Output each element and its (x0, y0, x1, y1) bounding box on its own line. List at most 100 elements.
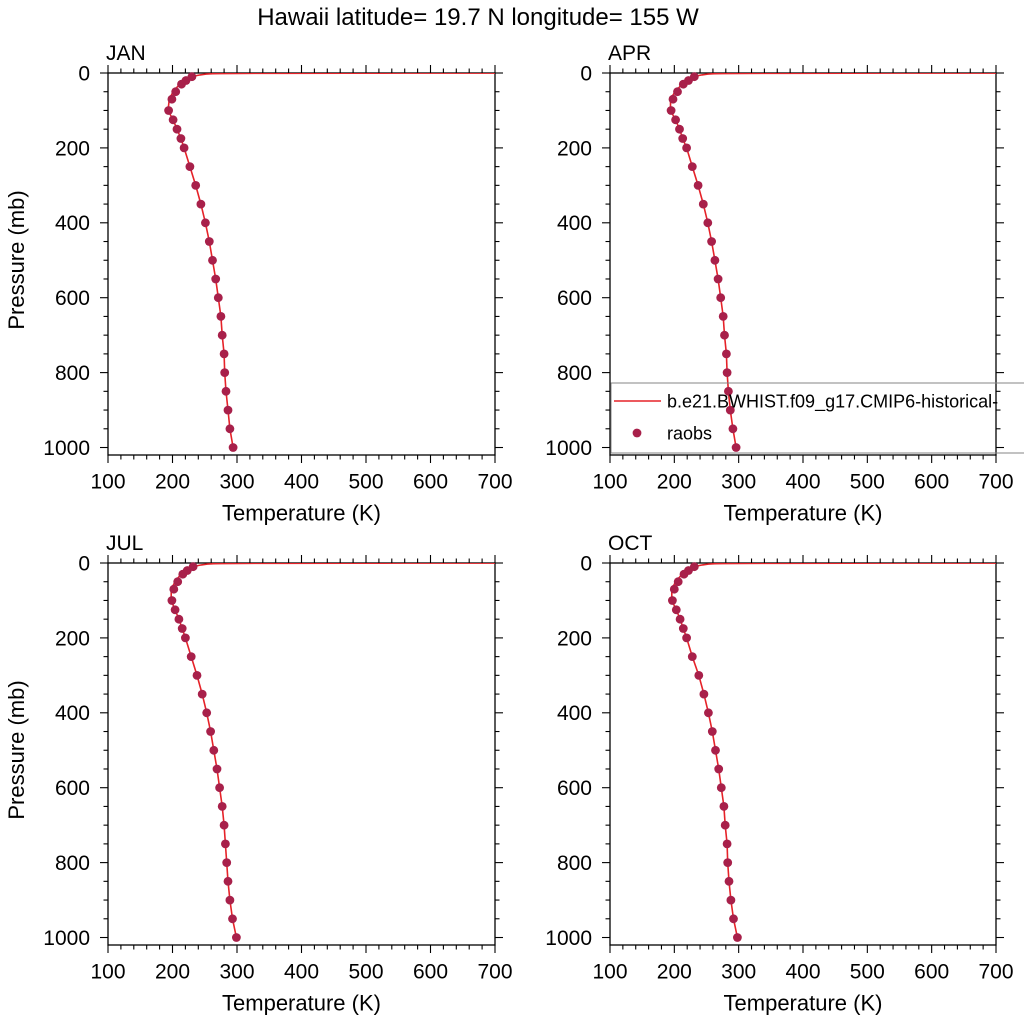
raobs-point (211, 274, 221, 284)
raobs-point (725, 405, 735, 415)
x-tick-label: 200 (155, 470, 190, 493)
x-axis-title: Temperature (K) (724, 991, 883, 1016)
model-line (671, 563, 996, 938)
legend-raobs-marker (632, 428, 642, 438)
raobs-point (722, 839, 732, 849)
raobs-point (673, 87, 682, 97)
raobs-point (710, 255, 720, 265)
panel-APR: 100 200 300 400 500 600 700 0 200 400 600 800 1000 AP… (545, 42, 1024, 526)
y-tick-label: 200 (55, 137, 90, 160)
raobs-point (219, 349, 229, 359)
y-tick-label: 200 (557, 627, 592, 650)
x-tick-label: 500 (348, 960, 383, 983)
y-tick-label: 1000 (43, 927, 90, 950)
raobs-point (201, 218, 210, 228)
raobs-point (232, 933, 241, 942)
raobs-point (208, 255, 217, 265)
y-tick-label: 200 (557, 137, 592, 160)
plot-frame (107, 562, 496, 946)
x-axis-title: Temperature (K) (724, 501, 883, 526)
panel-title: OCT (608, 532, 653, 555)
x-axis-title: Temperature (K) (222, 991, 381, 1016)
raobs-point (215, 783, 225, 793)
x-tick-label: 600 (914, 470, 949, 493)
raobs-point (703, 218, 713, 228)
y-tick-label: 0 (78, 552, 90, 575)
raobs-point (704, 708, 713, 718)
raobs-point (202, 708, 212, 718)
raobs-point (720, 820, 730, 830)
raobs-point (698, 199, 708, 209)
x-axis-title: Temperature (K) (222, 501, 381, 526)
raobs-point (219, 820, 229, 830)
raobs-point (726, 895, 736, 905)
raobs-point (167, 94, 177, 104)
x-tick-label: 400 (785, 960, 820, 983)
raobs-point (177, 79, 186, 89)
raobs-point (675, 614, 685, 624)
raobs-point (724, 876, 734, 886)
raobs-point (186, 652, 196, 661)
raobs-point (172, 124, 182, 134)
x-tick-label: 100 (90, 470, 125, 493)
raobs-point (678, 79, 688, 89)
raobs-point (185, 162, 195, 172)
x-tick-label: 200 (657, 960, 692, 983)
tick-marks (602, 65, 1004, 463)
raobs-point (675, 124, 684, 134)
plot-frame (107, 72, 496, 456)
raobs-point (707, 727, 717, 736)
x-tick-label: 100 (90, 960, 125, 983)
x-tick-label: 100 (592, 960, 627, 983)
tick-marks (100, 65, 503, 463)
raobs-point (687, 652, 697, 661)
raobs-point (694, 671, 704, 680)
raobs-point (217, 802, 227, 811)
raobs-point (722, 349, 731, 359)
y-axis-title: Pressure (mb) (4, 190, 29, 329)
raobs-point (731, 443, 741, 452)
y-tick-label: 600 (557, 777, 592, 800)
raobs-point (679, 569, 689, 579)
raobs-point (171, 87, 181, 97)
chart-title: Hawaii latitude= 19.7 N longitude= 155 W (257, 4, 699, 31)
raobs-point (699, 689, 709, 699)
raobs-point (714, 764, 724, 774)
x-tick-label: 300 (219, 960, 254, 983)
raobs-point (217, 330, 227, 340)
raobs-point (669, 584, 679, 594)
y-tick-label: 0 (580, 62, 592, 85)
raobs-point (181, 633, 190, 643)
raobs-point (177, 624, 187, 633)
panel-JAN: 100 200 300 400 500 600 700 0 200 400 600 800 1000 JA… (4, 42, 513, 526)
raobs-point (724, 386, 733, 396)
y-tick-label: 800 (557, 852, 592, 875)
raobs-point (666, 106, 676, 115)
raobs-point (693, 181, 703, 190)
raobs-point (206, 727, 216, 736)
model-line (170, 563, 495, 938)
x-tick-label: 600 (413, 960, 448, 983)
raobs-point (682, 633, 691, 643)
raobs-point (729, 914, 738, 924)
raobs-point (173, 577, 183, 587)
x-tick-label: 600 (413, 470, 448, 493)
y-tick-label: 800 (55, 852, 90, 875)
raobs-point (722, 368, 732, 377)
raobs-point (223, 405, 233, 415)
raobs-point (723, 858, 733, 867)
raobs-point (220, 368, 230, 377)
x-tick-label: 300 (219, 470, 254, 493)
raobs-point (671, 605, 681, 615)
y-tick-label: 200 (55, 627, 90, 650)
panel-JUL: 100 200 300 400 500 600 700 0 200 400 600 800 1000 JU… (4, 532, 513, 1016)
raobs-point (668, 94, 678, 104)
raobs-points (668, 562, 742, 942)
tick-marks (602, 555, 1004, 953)
raobs-point (197, 689, 207, 699)
raobs-point (728, 424, 738, 434)
x-tick-label: 400 (284, 470, 319, 493)
y-tick-label: 800 (55, 362, 90, 385)
